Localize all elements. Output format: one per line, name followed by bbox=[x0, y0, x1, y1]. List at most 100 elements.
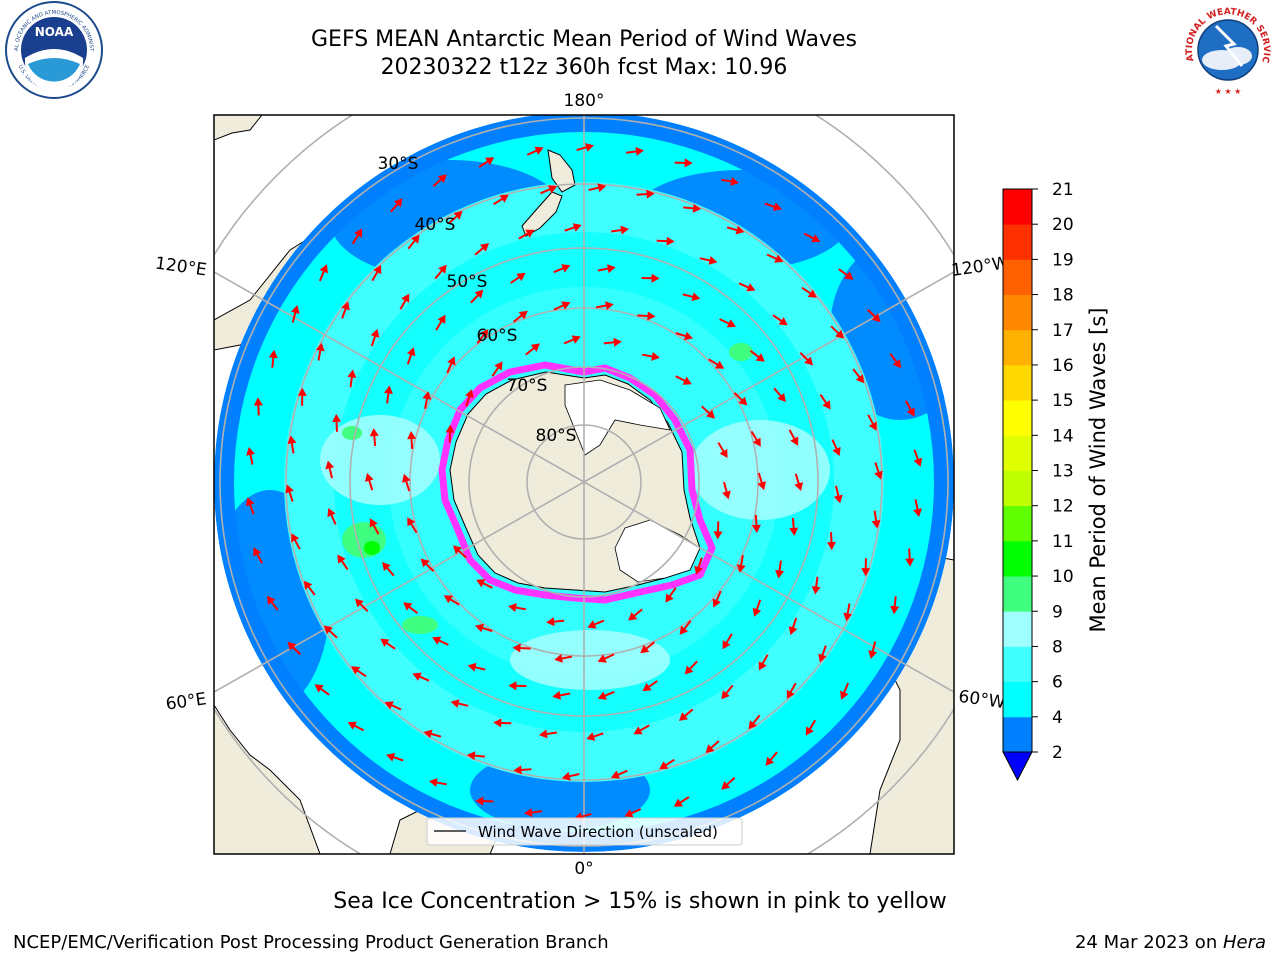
colorbar-cell bbox=[1003, 364, 1032, 401]
chart-title: GEFS MEAN Antarctic Mean Period of Wind … bbox=[311, 27, 857, 52]
wave-direction-arrowhead bbox=[476, 579, 486, 588]
wave-direction-arrowhead bbox=[508, 681, 517, 691]
wave-direction-arrowhead bbox=[443, 595, 453, 604]
wave-direction-arrowhead bbox=[429, 778, 438, 787]
wave-direction-arrowhead bbox=[407, 517, 416, 527]
wave-direction-arrowhead bbox=[642, 682, 652, 692]
wave-direction-arrowhead bbox=[534, 146, 544, 155]
graticule bbox=[214, 115, 954, 854]
wave-direction-arrowhead bbox=[246, 447, 255, 456]
wave-direction-arrowhead bbox=[423, 729, 433, 739]
wave-direction-arrowhead bbox=[373, 265, 382, 275]
colorbar-cell bbox=[1003, 576, 1032, 612]
wave-direction-arrowhead bbox=[755, 353, 765, 362]
wave-direction-arrowhead bbox=[673, 798, 683, 807]
antarctica bbox=[438, 361, 716, 604]
lat-label-60s: 60°S bbox=[477, 326, 518, 346]
wave-direction-arrowhead bbox=[475, 796, 484, 806]
legend-label: Wind Wave Direction (unscaled) bbox=[478, 823, 718, 841]
wave-direction-arrowhead bbox=[499, 194, 509, 203]
wave-direction-arrowhead bbox=[790, 436, 799, 446]
wave-direction-arrowhead bbox=[450, 699, 460, 708]
wave-direction-arrowhead bbox=[465, 389, 474, 399]
wave-direction-arrowhead bbox=[868, 421, 877, 431]
wave-direction-arrowhead bbox=[633, 726, 643, 735]
colorbar-tick-label: 2 bbox=[1052, 743, 1063, 763]
wave-direction-arrowhead bbox=[597, 654, 607, 663]
wave-direction-arrowhead bbox=[561, 301, 571, 310]
wave-direction-arrowhead bbox=[327, 508, 336, 518]
wave-direction-arrowhead bbox=[438, 264, 447, 274]
map-frame bbox=[213, 114, 955, 855]
wave-direction-arrowhead bbox=[380, 638, 390, 647]
wave-direction-arrowhead bbox=[370, 328, 380, 338]
wave-direction-arrowhead bbox=[871, 520, 881, 529]
wave-direction-arrowhead bbox=[833, 494, 843, 504]
wave-direction-arrowhead bbox=[607, 264, 616, 274]
wave-direction-arrowhead bbox=[432, 636, 442, 645]
wave-direction-arrowhead bbox=[466, 751, 476, 761]
noaa-logo-text: NOAA bbox=[35, 25, 74, 39]
wave-direction-arrowhead bbox=[624, 809, 634, 818]
wave-direction-arrowhead bbox=[721, 690, 730, 700]
footer-date-text: 24 Mar 2023 on bbox=[1074, 932, 1223, 953]
wave-direction-arrowhead bbox=[337, 554, 346, 564]
wave-direction-arrowhead bbox=[712, 598, 721, 608]
wave-direction-arrowhead bbox=[735, 225, 745, 235]
footer-date: 24 Mar 2023 on Hera bbox=[1075, 932, 1266, 953]
wave-direction-arrowhead bbox=[913, 508, 922, 517]
lon-label-120e: 120°E bbox=[154, 253, 208, 280]
lon-label-120w: 120°W bbox=[950, 253, 1010, 281]
wave-direction-arrowhead bbox=[365, 473, 374, 482]
wave-direction-arrowhead bbox=[403, 602, 413, 611]
sea-ice-edge bbox=[438, 361, 716, 604]
wave-direction-arrowhead bbox=[315, 342, 325, 352]
colorbar-cell bbox=[1003, 189, 1032, 225]
map-legend: Wind Wave Direction (unscaled) bbox=[426, 817, 743, 846]
wave-direction-arrowhead bbox=[485, 157, 495, 166]
wave-direction-arrowhead bbox=[788, 626, 798, 636]
wave-direction-arrowhead bbox=[719, 448, 728, 458]
wave-direction-arrowhead bbox=[868, 650, 877, 659]
wave-direction-arrowhead bbox=[805, 726, 814, 736]
wave-direction-arrowhead bbox=[407, 431, 416, 440]
map-area: Wind Wave Direction (unscaled) bbox=[214, 115, 954, 854]
wave-direction-arrowhead bbox=[807, 289, 817, 298]
noaa-logo: NATIONAL OCEANIC AND ATMOSPHERIC ADMINIS… bbox=[4, 0, 103, 99]
wave-direction-arrowhead bbox=[736, 564, 746, 573]
wave-direction-arrowhead bbox=[708, 256, 718, 265]
wave-direction-arrowhead bbox=[539, 729, 548, 739]
wave-direction-arrowhead bbox=[892, 359, 902, 369]
wave-direction-arrowhead bbox=[386, 753, 396, 762]
colorbar-cell bbox=[1003, 435, 1032, 471]
colorbar-tick-label: 21 bbox=[1052, 180, 1074, 200]
wave-direction-arrowhead bbox=[369, 428, 379, 437]
wave-direction-arrowhead bbox=[480, 243, 489, 252]
wave-direction-arrowhead bbox=[715, 360, 725, 369]
sea-ice-caption: Sea Ice Concentration > 15% is shown in … bbox=[333, 889, 947, 914]
wave-direction-arrowhead bbox=[748, 720, 757, 730]
colorbar-cell bbox=[1003, 470, 1032, 507]
colorbar-tick-label: 20 bbox=[1052, 215, 1074, 235]
colorbar-cell bbox=[1003, 681, 1032, 718]
wave-direction-arrowhead bbox=[679, 712, 688, 721]
wave-direction-arrowhead bbox=[659, 761, 669, 770]
wave-direction-arrowhead bbox=[285, 484, 294, 494]
wave-direction-arrowhead bbox=[665, 593, 674, 603]
wave-direction-arrowhead bbox=[804, 356, 814, 366]
colorbar-tick-label: 13 bbox=[1052, 462, 1074, 482]
wave-direction-arrowhead bbox=[253, 547, 262, 557]
wave-direction-arrowhead bbox=[412, 672, 422, 681]
wave-direction-arrowhead bbox=[679, 625, 689, 635]
wave-direction-arrowhead bbox=[422, 391, 432, 400]
wave-direction-arrowhead bbox=[610, 770, 620, 779]
colorbar-tick-label: 15 bbox=[1052, 391, 1074, 411]
wave-direction-arrowhead bbox=[628, 612, 638, 621]
colorbar-cell bbox=[1003, 400, 1032, 436]
wave-direction-arrowhead bbox=[871, 313, 881, 323]
wave-direction-arrowhead bbox=[691, 292, 701, 302]
lat-label-80s: 80°S bbox=[536, 426, 577, 446]
wave-direction-arrowhead bbox=[314, 684, 324, 693]
wave-direction-arrowhead bbox=[384, 701, 394, 710]
colorbar-cell bbox=[1003, 716, 1032, 753]
